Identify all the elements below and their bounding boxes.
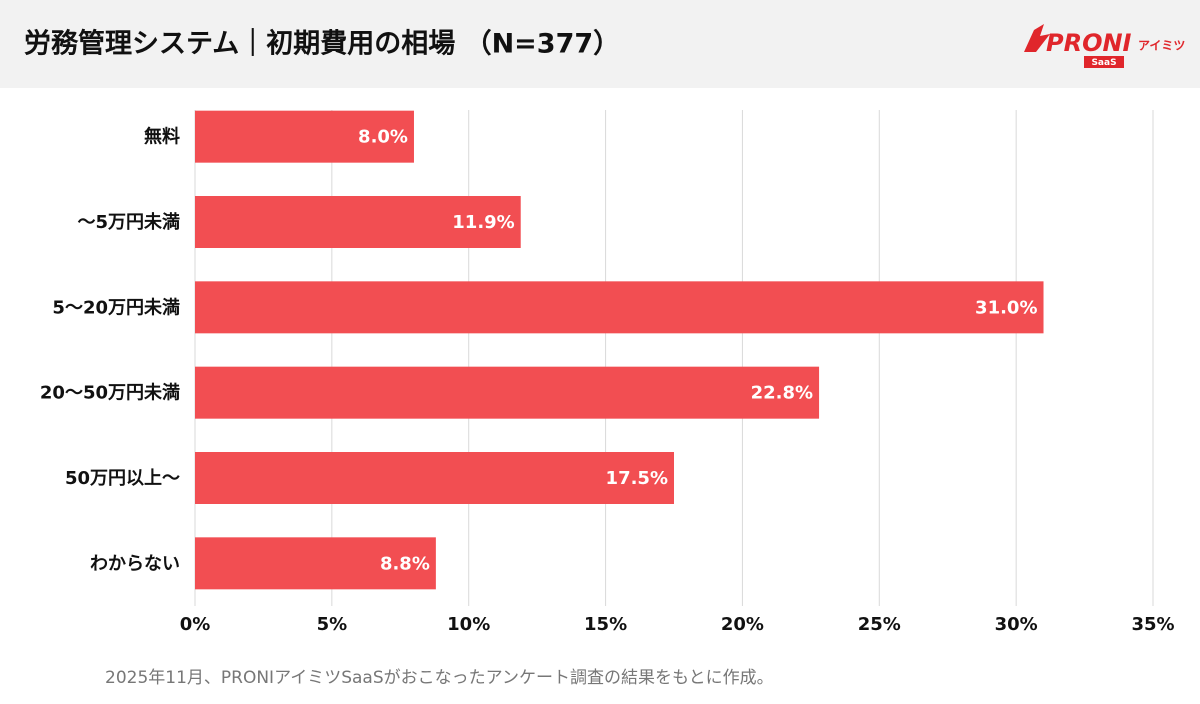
chart-title: 労務管理システム｜初期費用の相場 （N=377）: [24, 28, 620, 60]
bar: [195, 452, 674, 504]
x-tick-label: 5%: [317, 614, 348, 635]
header-band: [0, 0, 1200, 88]
y-tick-label: 5〜20万円未満: [52, 296, 180, 318]
x-tick-label: 15%: [584, 614, 627, 635]
bar: [195, 196, 521, 248]
y-tick-label: 50万円以上〜: [65, 468, 180, 489]
value-label: 8.0%: [358, 127, 408, 148]
logo-tag-box: [1084, 56, 1124, 68]
bar: [195, 537, 436, 590]
y-tick-label: 無料: [144, 126, 180, 148]
value-label: 8.8%: [380, 553, 430, 574]
x-tick-label: 20%: [721, 614, 764, 635]
y-tick-label: 20〜50万円未満: [40, 382, 180, 404]
x-tick-label: 30%: [995, 614, 1038, 635]
x-tick-label: 10%: [447, 614, 490, 635]
x-tick-label: 0%: [180, 614, 211, 635]
logo-icon: [1024, 24, 1050, 52]
bar: [195, 281, 1044, 334]
value-label: 22.8%: [751, 383, 813, 404]
footnote: 2025年11月、PRONIアイミツSaaSがおこなったアンケート調査の結果をも…: [105, 668, 774, 688]
logo-name: PRONI: [1046, 29, 1132, 57]
bar: [195, 366, 820, 419]
y-tick-label: わからない: [90, 553, 180, 574]
x-tick-label: 35%: [1131, 614, 1174, 635]
logo: PRONI アイミツ SaaS: [1024, 24, 1185, 68]
bar: [195, 110, 414, 163]
value-label: 11.9%: [452, 212, 514, 233]
y-tick-label: 〜5万円未満: [77, 211, 180, 233]
x-tick-label: 25%: [858, 614, 901, 635]
logo-sub: アイミツ: [1138, 39, 1185, 53]
logo-tag: SaaS: [1091, 58, 1116, 68]
value-label: 17.5%: [606, 468, 668, 489]
value-label: 31.0%: [975, 297, 1037, 318]
